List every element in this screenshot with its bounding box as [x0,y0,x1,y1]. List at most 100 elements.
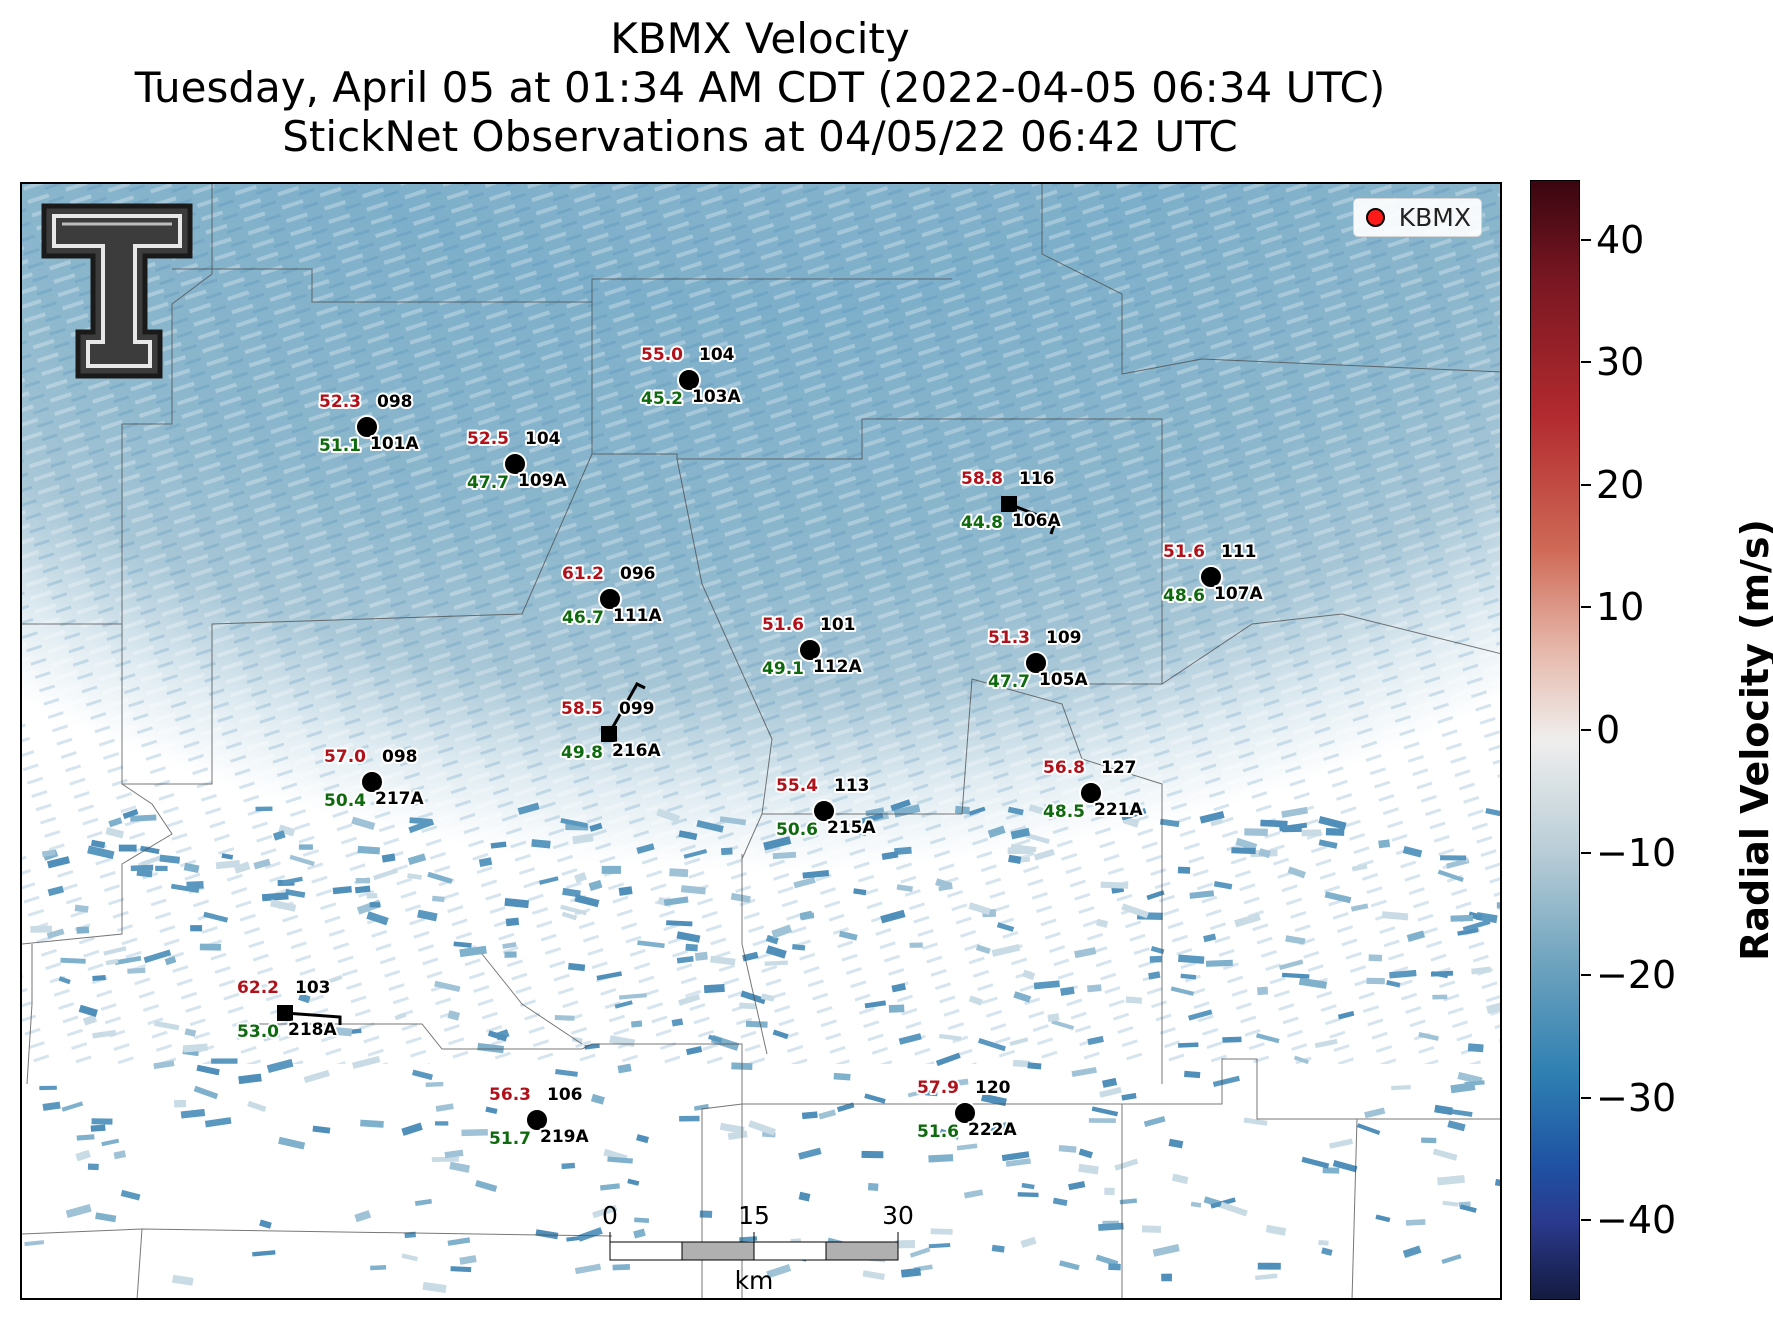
radar-map[interactable]: 0 15 30 km 52.3 098 51.1 101A 52.5 104 47.7 109… [20,182,1502,1300]
colorbar-tick-mark [1581,239,1591,241]
county-boundaries [22,184,1500,1298]
station-215a[interactable]: 55.4 113 50.6 215A [774,774,878,842]
echo-speckle [1281,972,1310,979]
station-217a[interactable]: 57.0 098 50.4 217A [322,745,426,813]
station-109a[interactable]: 52.5 104 47.7 109A [465,427,569,495]
county-line [26,944,33,1085]
echo-speckle [1322,1167,1340,1174]
scale-label-15: 15 [738,1201,770,1230]
echo-speckle [41,849,56,858]
echo-speckle [434,980,461,993]
echo-speckle [763,836,792,851]
echo-speckle [554,1015,575,1021]
echo-speckle [950,1078,969,1087]
station-103a[interactable]: 55.0 104 45.2 103A [639,343,743,411]
echo-speckle [1350,903,1369,912]
echo-speckle [574,894,600,908]
echo-speckle [679,1115,700,1122]
station-112a[interactable]: 51.6 101 49.1 112A [760,613,864,681]
echo-speckle [600,1183,620,1191]
echo-speckle [1464,1080,1485,1087]
station-107a[interactable]: 51.6 111 48.6 107A [1161,540,1265,608]
station-top-value: 52.5 [467,429,509,449]
echo-speckle [592,1204,618,1219]
echo-speckle [182,1043,208,1053]
echo-speckle [663,896,689,906]
station-bottom-value: 47.7 [988,672,1030,692]
echo-speckle [1148,971,1161,980]
echo-speckle [1171,1173,1189,1185]
echo-speckle [78,1004,98,1017]
echo-speckle [170,883,200,894]
echo-speckle [155,865,168,872]
station-105a[interactable]: 51.3 109 47.7 105A [986,626,1090,694]
county-line [136,1228,143,1298]
station-bottom-value: 50.6 [776,820,818,840]
echo-speckle [1095,1254,1119,1267]
echo-speckle [1432,1148,1458,1161]
echo-speckle [968,806,986,816]
station-square-marker-icon [601,726,617,742]
echo-speckle [1364,1107,1386,1119]
echo-speckle [772,1029,789,1040]
echo-speckle [566,1235,581,1242]
scale-segment [753,1241,827,1261]
echo-speckle [881,851,899,861]
echo-speckle [730,892,751,903]
echo-speckle [589,822,603,832]
echo-speckle [1462,919,1491,932]
echo-speckle [699,1210,713,1218]
legend-label: KBMX [1398,203,1471,232]
echo-speckle [853,888,867,896]
echo-speckle [627,1178,640,1186]
station-222a[interactable]: 57.9 120 51.6 222A [915,1076,1019,1144]
echo-speckle [259,1219,272,1229]
echo-speckle [907,1090,924,1098]
echo-speckle [425,1081,444,1087]
echo-speckle [1098,1222,1124,1231]
station-id: 222A [968,1120,1017,1140]
station-216a[interactable]: 58.5 099 49.8 216A [559,682,663,765]
echo-speckle [1337,1010,1355,1020]
station-101a[interactable]: 52.3 098 51.1 101A [317,390,421,458]
echo-speckle [864,1093,886,1104]
echo-speckle [1020,1236,1037,1248]
echo-speckle [1234,913,1261,928]
echo-speckle [703,984,725,994]
echo-speckle [1332,1159,1358,1173]
county-line [481,953,583,1045]
echo-speckle [862,1270,885,1281]
echo-speckle [76,1134,95,1141]
echo-speckle [447,1237,471,1246]
station-111a[interactable]: 61.2 096 46.7 111A [560,562,664,630]
echo-speckle [739,1002,757,1010]
echo-speckle [1282,826,1302,833]
station-219a[interactable]: 56.3 106 51.7 219A [487,1083,591,1151]
echo-speckle [373,868,398,881]
echo-speckle [87,1163,99,1171]
echo-speckle [1059,1260,1080,1271]
echo-speckle [956,1143,978,1151]
echo-speckle [74,904,89,913]
echo-speckle [909,942,923,948]
map-legend: KBMX [1352,198,1482,237]
echo-speckle [461,1129,488,1137]
echo-speckle [1278,959,1304,971]
station-106a[interactable]: 58.8 116 44.8 106A [959,467,1063,535]
station-218a[interactable]: 62.2 103 53.0 218A [235,976,342,1044]
echo-speckle [1287,866,1306,879]
echo-speckle [833,1072,851,1081]
county-line [1161,613,1500,685]
echo-speckle [1421,1137,1437,1144]
colorbar-tick-mark [1581,361,1591,363]
echo-speckle [1100,881,1129,889]
echo-speckle [211,1058,238,1064]
echo-speckle [802,869,830,879]
echo-speckle [560,904,587,916]
echo-speckle [1009,1037,1029,1047]
station-top-value: 56.3 [489,1085,531,1105]
echo-speckle [764,960,788,966]
echo-speckle [475,1180,498,1192]
station-221a[interactable]: 56.8 127 48.5 221A [1041,756,1145,824]
echo-speckle [184,1028,197,1037]
